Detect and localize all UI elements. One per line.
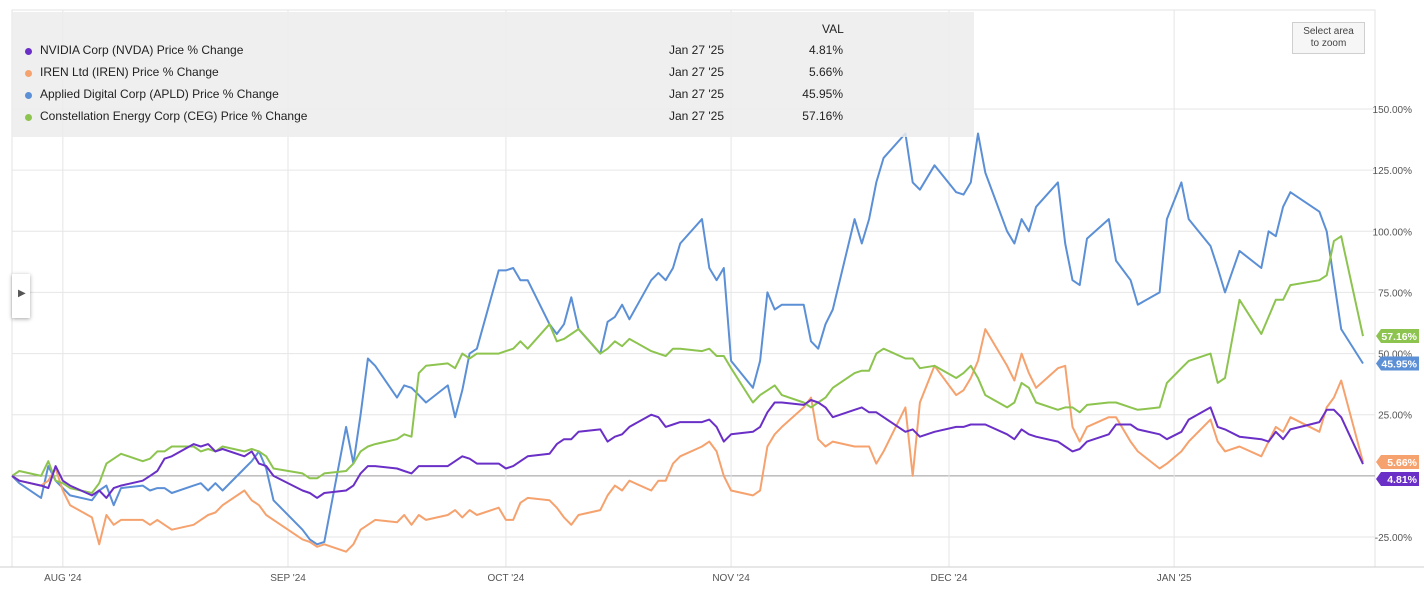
y-tick-label: 75.00% — [1378, 288, 1412, 299]
legend-series-name: NVIDIA Corp (NVDA) Price % Change — [40, 43, 244, 57]
series-line — [11, 132, 1364, 546]
y-tick-label: 25.00% — [1378, 411, 1412, 422]
end-value-label: 5.66% — [1376, 455, 1419, 470]
legend-row-ceg[interactable]: Constellation Energy Corp (CEG) Price % … — [22, 109, 962, 129]
y-tick-label: -25.00% — [1375, 533, 1412, 544]
end-label-box — [1376, 329, 1419, 344]
end-label-text: 5.66% — [1387, 457, 1417, 469]
x-tick-label: AUG '24 — [44, 573, 82, 584]
legend-row-apld[interactable]: Applied Digital Corp (APLD) Price % Chan… — [22, 87, 962, 107]
series-dot-icon — [25, 70, 32, 77]
end-label-box — [1376, 356, 1419, 371]
y-tick-label: 100.00% — [1373, 227, 1413, 238]
legend-value: 5.66% — [808, 65, 843, 79]
end-label-box — [1376, 455, 1419, 470]
y-tick-label: 50.00% — [1378, 350, 1412, 361]
end-value-label: 45.95% — [1376, 356, 1419, 371]
series-line — [11, 235, 1364, 494]
end-value-label: 57.16% — [1376, 329, 1419, 344]
legend-value: 45.95% — [802, 87, 843, 101]
legend-row-iren[interactable]: IREN Ltd (IREN) Price % Change Jan 27 '2… — [22, 65, 962, 85]
legend-panel — [12, 12, 974, 137]
series-dot-icon — [25, 92, 32, 99]
end-label-text: 57.16% — [1381, 331, 1417, 343]
legend-date: Jan 27 '25 — [669, 65, 725, 79]
x-tick-label: DEC '24 — [931, 573, 968, 584]
expand-panel-button[interactable]: ▶ — [12, 274, 30, 318]
legend-value-header: VAL — [822, 22, 844, 36]
end-label-box — [1376, 472, 1419, 487]
end-value-label: 4.81% — [1376, 472, 1419, 487]
legend-value: 57.16% — [802, 109, 843, 123]
legend-series-name: Applied Digital Corp (APLD) Price % Chan… — [40, 87, 279, 101]
legend-date: Jan 27 '25 — [669, 43, 725, 57]
x-tick-label: OCT '24 — [488, 573, 525, 584]
x-tick-label: NOV '24 — [712, 573, 750, 584]
legend-series-name: Constellation Energy Corp (CEG) Price % … — [40, 109, 308, 123]
legend-date: Jan 27 '25 — [669, 87, 725, 101]
end-value-labels: 57.16% 45.95% 5.66% 4.81% — [1376, 329, 1419, 487]
end-label-text: 4.81% — [1387, 474, 1417, 486]
x-tick-label: SEP '24 — [270, 573, 306, 584]
y-tick-label: 150.00% — [1373, 105, 1413, 116]
legend-row-nvda[interactable]: NVIDIA Corp (NVDA) Price % Change Jan 27… — [22, 43, 962, 63]
axes: -25.00% 25.00% 50.00% 75.00% 100.00% 125.00% 1… — [0, 105, 1424, 584]
legend-value: 4.81% — [808, 43, 843, 57]
end-label-text: 45.95% — [1381, 358, 1417, 370]
series-lines — [11, 132, 1364, 553]
series-dot-icon — [25, 114, 32, 121]
chevron-right-icon: ▶ — [18, 288, 26, 299]
select-area-zoom-button[interactable]: Select area to zoom — [1292, 22, 1365, 54]
series-line — [11, 399, 1364, 499]
legend-date: Jan 27 '25 — [669, 109, 725, 123]
series-line — [11, 328, 1364, 553]
zoom-button-line1: Select area — [1303, 26, 1354, 37]
x-tick-label: JAN '25 — [1157, 573, 1192, 584]
y-tick-label: 125.00% — [1373, 166, 1413, 177]
series-dot-icon — [25, 48, 32, 55]
zoom-button-line2: to zoom — [1310, 38, 1347, 49]
legend-series-name: IREN Ltd (IREN) Price % Change — [40, 65, 219, 79]
